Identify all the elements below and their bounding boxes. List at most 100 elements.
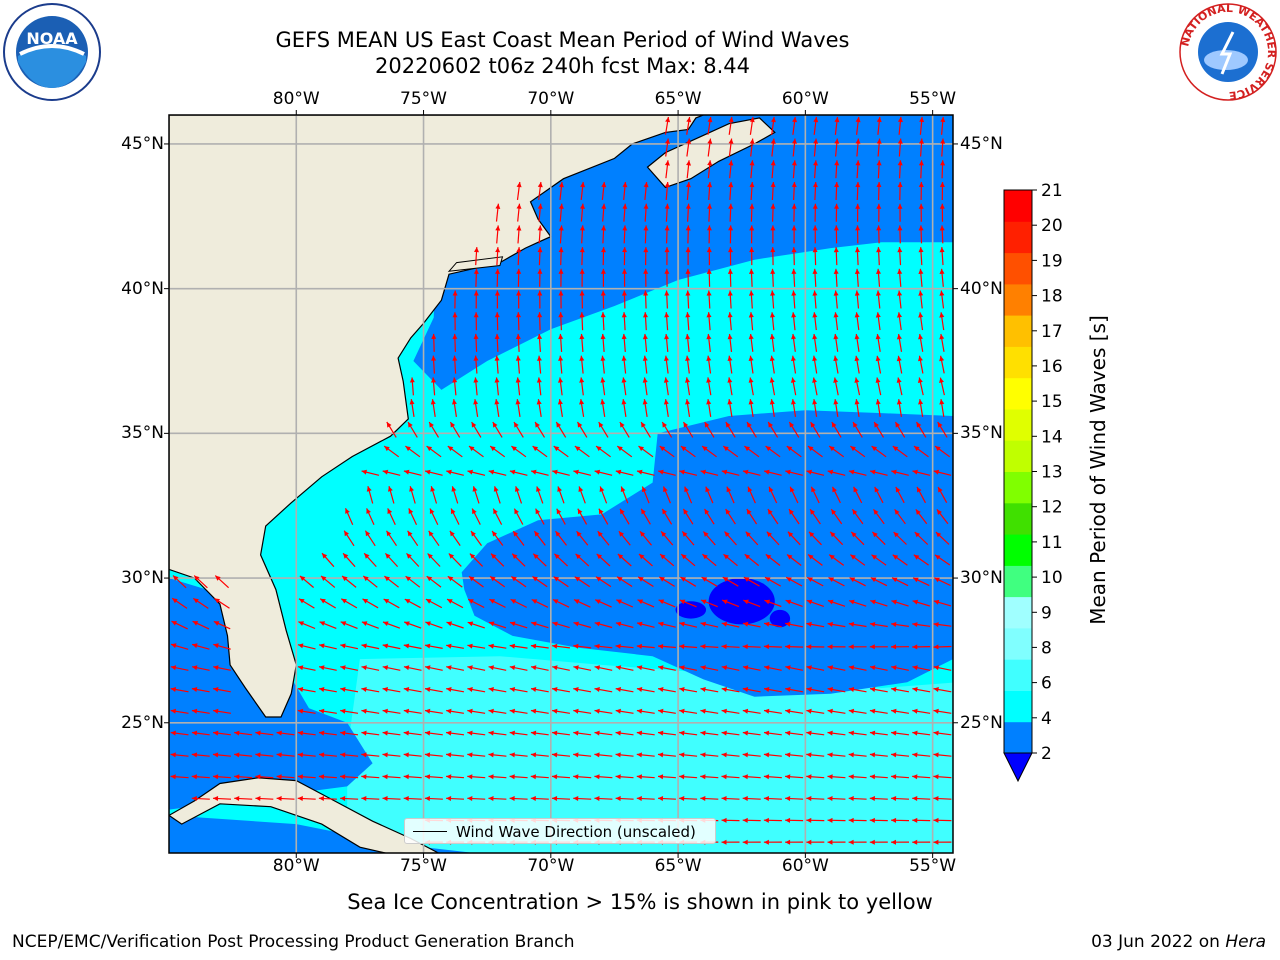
direction-arrow-head [509,752,515,758]
direction-arrow-head [763,644,769,650]
direction-arrow-head [786,577,792,582]
direction-arrow-head [319,621,326,626]
direction-arrow-head [723,554,729,560]
direction-arrow-head [534,531,540,537]
direction-arrow-head [490,446,496,452]
direction-arrow-head [705,486,710,493]
direction-arrow-head [685,290,691,296]
colorbar-band [1004,534,1032,566]
direction-arrow-head [428,530,434,537]
direction-arrow-head [488,752,494,758]
colorbar-tick-label: 9 [1041,603,1052,623]
direction-arrow-head [912,774,918,780]
direction-arrow-head [431,355,437,361]
direction-arrow-head [933,796,939,801]
direction-arrow-head [749,247,755,253]
direction-arrow-head [552,796,558,801]
direction-arrow-head [340,708,346,714]
direction-arrow-head [874,486,880,493]
lon-tick-label-top: 75°W [400,89,447,109]
direction-arrow-head [621,377,627,383]
direction-arrow-head [516,247,522,253]
direction-arrow-head [643,182,649,188]
direction-arrow-head [425,643,431,649]
direction-arrow-head [424,796,430,801]
direction-arrow-head [489,599,495,604]
direction-arrow-head [749,160,755,166]
direction-arrow-head [721,708,727,714]
direction-arrow-head [767,509,773,515]
direction-arrow-head [194,575,200,581]
direction-arrow-head [680,446,687,452]
direction-arrow-head [573,665,579,671]
direction-arrow-head [658,644,664,649]
direction-arrow-head [318,796,324,801]
direction-arrow-head [663,377,669,383]
direction-arrow-head [577,422,583,428]
direction-arrow-head [897,138,903,144]
direction-arrow-head [700,708,706,714]
direction-arrow-head [939,290,945,296]
direction-arrow-head [700,752,706,758]
direction-arrow-head [594,774,600,780]
direction-arrow-head [764,687,770,692]
direction-arrow-head [598,422,604,428]
direction-arrow-head [787,554,793,560]
direction-arrow-head [535,422,540,428]
direction-arrow-head [473,290,479,296]
direction-arrow-head [854,334,860,340]
direction-arrow-head [452,377,458,383]
direction-arrow-head [933,469,940,475]
direction-arrow-head [615,730,621,736]
direction-arrow-head [594,687,600,692]
lon-tick-label-top: 65°W [654,89,702,109]
direction-arrow-head [556,508,562,515]
direction-arrow-head [365,530,371,537]
direction-arrow-head [891,622,897,627]
direction-arrow-head [891,839,896,845]
direction-arrow-head [488,730,494,736]
direction-arrow-head [912,687,918,692]
direction-arrow-head [213,796,219,801]
direction-arrow-head [594,730,600,736]
direction-arrow-head [702,554,708,560]
direction-arrow-head [366,486,372,492]
direction-arrow-head [682,531,688,537]
direction-arrow-head [642,355,648,361]
direction-arrow-head [403,665,410,671]
direction-arrow-head [403,469,410,475]
direction-arrow-head [473,399,479,405]
direction-arrow-head [917,486,922,493]
direction-arrow-head [446,796,452,801]
direction-arrow-head [426,446,433,452]
chart-title: GEFS MEAN US East Coast Mean Period of W… [275,28,850,52]
direction-arrow-head [340,687,346,692]
direction-arrow-head [787,531,794,538]
direction-arrow-head [488,469,495,475]
direction-arrow-head [636,643,642,649]
direction-arrow-head [933,774,939,780]
lon-tick-label-bottom: 70°W [527,856,575,876]
direction-arrow-head [494,333,500,339]
direction-arrow-head [408,508,414,514]
direction-arrow-head [806,687,812,692]
direction-arrow-head [764,599,770,605]
direction-arrow-head [600,312,606,318]
colorbar-tick-label: 4 [1041,709,1052,729]
direction-arrow-head [531,469,537,475]
direction-arrow-head [827,665,834,671]
footer-date: 03 Jun 2022 on Hera [1091,932,1266,952]
direction-arrow-head [622,203,628,209]
direction-arrow-head [919,138,924,144]
direction-arrow-head [834,160,840,166]
direction-arrow-head [870,687,876,692]
direction-arrow-head [763,796,769,801]
direction-arrow-head [706,247,712,253]
direction-arrow-head [939,247,945,253]
direction-arrow-head [555,531,561,537]
colorbar-tick-label: 13 [1041,463,1063,483]
direction-arrow-head [806,644,812,650]
direction-arrow-head [536,377,542,383]
direction-arrow-head [636,774,642,780]
direction-arrow-head [770,225,776,231]
